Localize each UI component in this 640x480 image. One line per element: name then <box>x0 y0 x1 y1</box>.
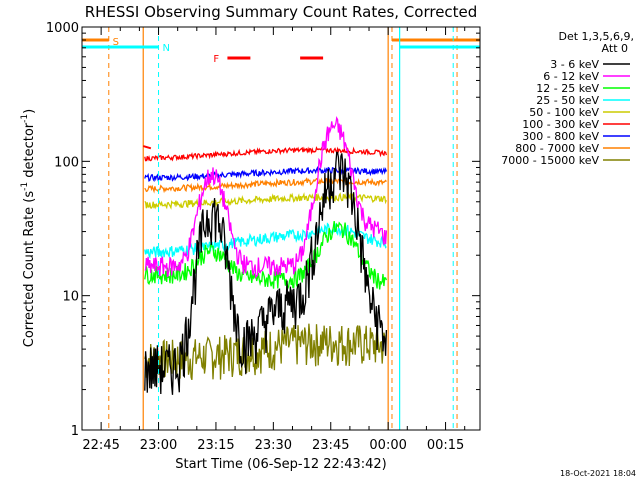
legend-header-line1: Det 1,3,5,6,9, <box>558 30 634 43</box>
y-axis-label-sup2: -1 <box>20 114 30 123</box>
flare-label: F <box>213 54 219 65</box>
x-tick-label-0: 22:45 <box>82 438 119 453</box>
legend-label-8: 7000 - 15000 keV <box>501 154 599 167</box>
y-tick-label-3: 1000 <box>46 21 79 36</box>
x-tick-label-1: 23:00 <box>140 438 177 453</box>
saa-label: S <box>113 37 119 48</box>
y-axis-label: Corrected Count Rate (s-1 detector-1) <box>20 109 37 347</box>
series-line-1 <box>144 116 388 280</box>
y-axis: 1 10 100 1000 <box>46 21 480 439</box>
chart-title: RHESSI Observing Summary Count Rates, Co… <box>85 3 478 21</box>
x-tick-label-3: 23:30 <box>255 438 292 453</box>
legend-label-3: 25 - 50 keV <box>536 94 599 107</box>
y-axis-label-part3: ) <box>22 109 37 114</box>
legend-label-2: 12 - 25 keV <box>536 82 599 95</box>
series-line-5 <box>144 146 388 162</box>
plot-area: S N F <box>81 26 481 431</box>
y-tick-label-0: 1 <box>71 424 79 439</box>
x-tick-label-2: 23:15 <box>197 438 234 453</box>
x-tick-label-4: 23:45 <box>312 438 349 453</box>
x-axis-label: Start Time (06-Sep-12 22:43:42) <box>175 457 386 472</box>
legend-label-7: 800 - 7000 keV <box>515 142 599 155</box>
legend-label-6: 300 - 800 keV <box>522 130 599 143</box>
legend-label-4: 50 - 100 keV <box>529 106 599 119</box>
x-axis: 22:45 23:00 23:15 23:30 23:45 00:00 00:15 <box>81 27 466 453</box>
orbit-start-marker <box>142 145 152 150</box>
timestamp: 18-Oct-2021 18:04 <box>560 469 636 478</box>
x-tick-label-5: 00:00 <box>369 438 406 453</box>
night-label: N <box>163 43 170 54</box>
legend-label-0: 3 - 6 keV <box>550 58 599 71</box>
y-tick-label-2: 100 <box>54 155 79 170</box>
series-line-2 <box>144 221 388 291</box>
series-line-6 <box>144 165 388 183</box>
legend-label-1: 6 - 12 keV <box>543 70 599 83</box>
x-tick-label-6: 00:15 <box>427 438 464 453</box>
plot-frame <box>81 26 481 431</box>
series-line-0 <box>144 151 388 395</box>
y-axis-label-part2: detector <box>22 122 37 182</box>
series-line-4 <box>144 191 387 210</box>
y-axis-label-part1: Corrected Count Rate (s <box>22 191 37 348</box>
legend-label-5: 100 - 300 keV <box>522 118 599 131</box>
legend-header-line2: Att 0 <box>602 42 628 55</box>
y-tick-label-1: 10 <box>62 290 79 305</box>
y-axis-label-sup1: -1 <box>20 182 30 191</box>
